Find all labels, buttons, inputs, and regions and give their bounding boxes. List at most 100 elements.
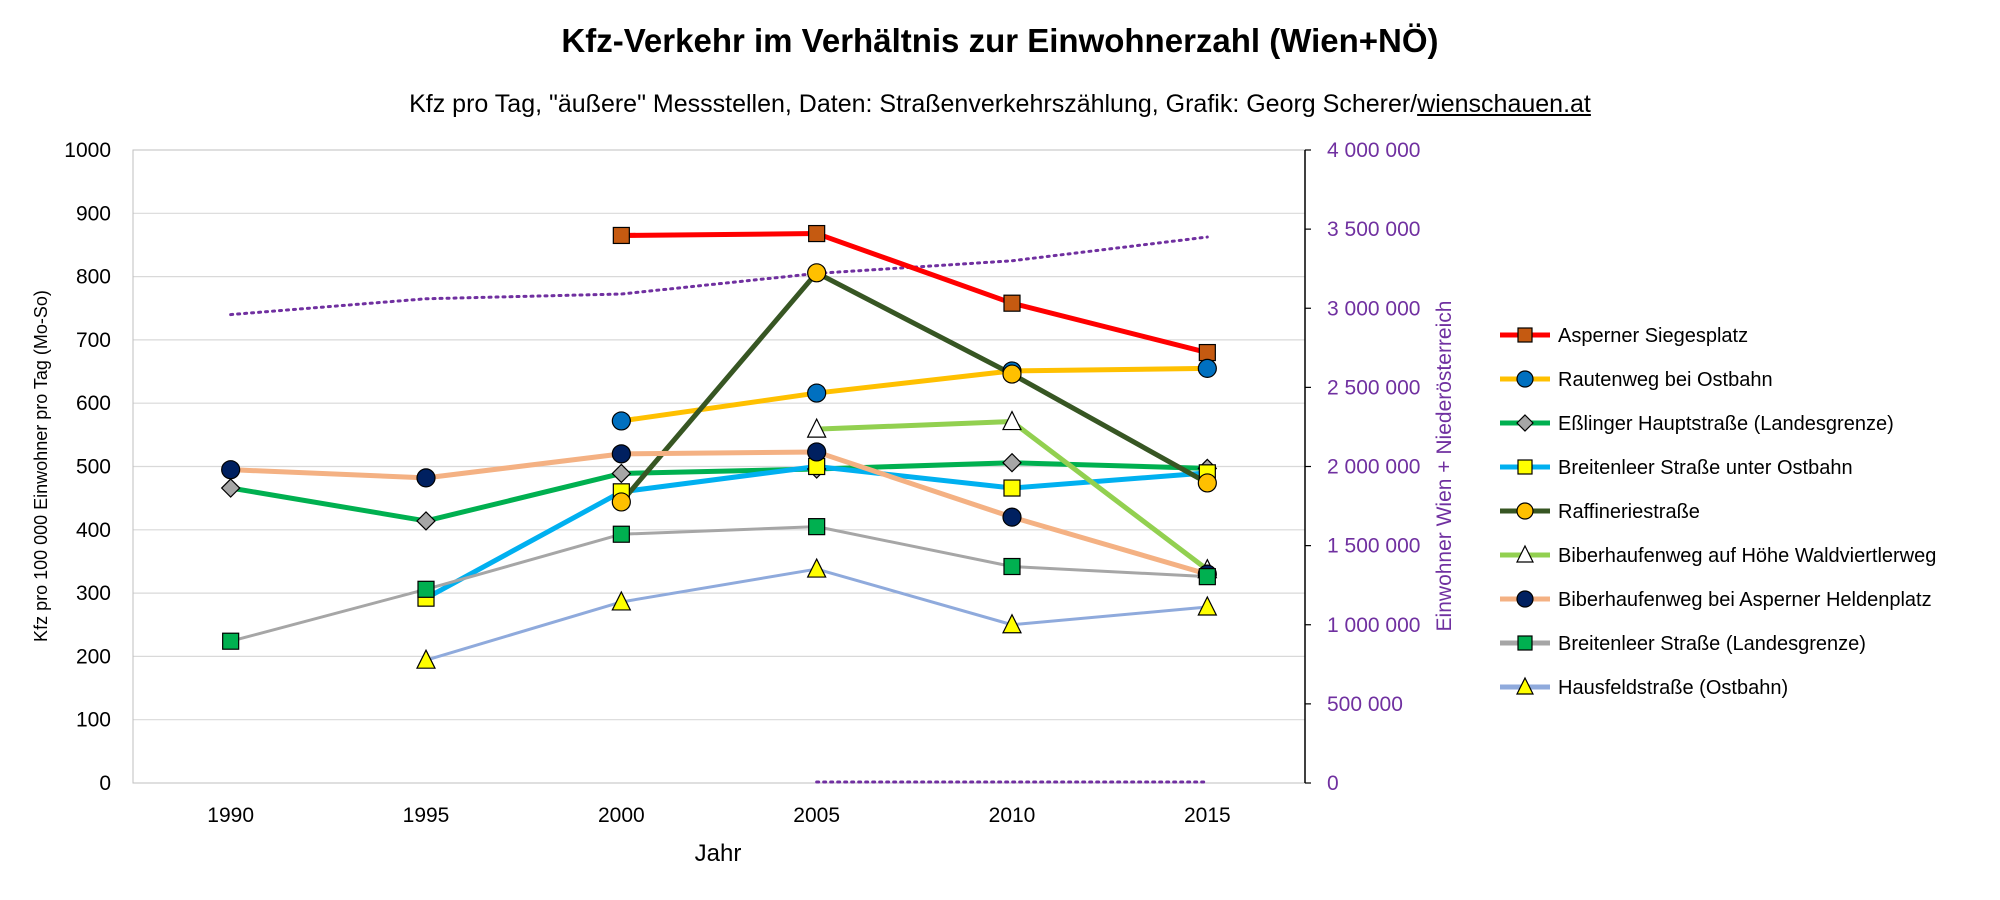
x-tick-label: 1995 xyxy=(403,804,450,827)
y-tick-label: 500 xyxy=(76,456,111,479)
y-tick-label: 400 xyxy=(76,519,111,542)
legend-label: Breitenleer Straße unter Ostbahn xyxy=(1558,457,1853,479)
data-point xyxy=(808,518,826,536)
legend-marker xyxy=(1517,635,1533,651)
legend-item: Biberhaufenweg bei Asperner Heldenplatz xyxy=(1500,589,1932,611)
y2-tick-label: 0 xyxy=(1327,772,1339,795)
series-line xyxy=(230,449,1209,577)
data-point xyxy=(808,224,826,243)
legend-item: Asperner Siegesplatz xyxy=(1500,325,1748,347)
y-tick-label: 600 xyxy=(76,392,111,415)
y-tick-label: 800 xyxy=(76,266,111,289)
x-tick-label: 1990 xyxy=(207,804,254,827)
y2-tick-label: 3 000 000 xyxy=(1327,297,1420,320)
legend-marker xyxy=(1516,544,1534,563)
legend-marker xyxy=(1517,327,1533,343)
series-line xyxy=(425,567,1208,662)
data-point xyxy=(1198,568,1216,586)
y-tick-label: 100 xyxy=(76,709,111,732)
legend-label: Biberhaufenweg auf Höhe Waldviertlerweg xyxy=(1558,545,1936,567)
data-point xyxy=(416,468,436,488)
series-line xyxy=(619,270,1209,504)
series-line xyxy=(621,231,1208,355)
series-line-population xyxy=(229,235,1209,317)
y2-tick-label: 500 000 xyxy=(1327,693,1403,716)
data-point xyxy=(1197,473,1217,493)
series-line xyxy=(620,365,1208,424)
legend-marker xyxy=(1516,370,1534,388)
chart-subtitle: Kfz pro Tag, "äußere" Messstellen, Daten… xyxy=(0,90,2000,119)
legend-marker xyxy=(1516,676,1534,695)
data-point xyxy=(611,463,632,484)
series-line xyxy=(230,525,1208,643)
x-axis-title: Jahr xyxy=(695,840,742,867)
legend: Asperner Siegesplatz Rautenweg bei Ostbah… xyxy=(1500,325,1936,699)
subtitle-text: Kfz pro Tag, "äußere" Messstellen, Daten… xyxy=(409,90,1418,118)
y-tick-label: 900 xyxy=(76,202,111,225)
legend-item: Rautenweg bei Ostbahn xyxy=(1500,369,1773,391)
y-tick-label: 1000 xyxy=(64,139,111,162)
legend-item: Eßlinger Hauptstraße (Landesgrenze) xyxy=(1500,413,1894,435)
legend-item: Breitenleer Straße (Landesgrenze) xyxy=(1500,633,1866,655)
y2-tick-label: 1 000 000 xyxy=(1327,614,1420,637)
y2-tick-label: 2 500 000 xyxy=(1327,376,1420,399)
data-point xyxy=(416,511,436,531)
legend-marker xyxy=(1516,414,1534,432)
data-point xyxy=(1002,410,1022,431)
data-point xyxy=(806,557,827,578)
series-line xyxy=(230,460,1208,524)
x-tick-label: 2005 xyxy=(793,804,840,827)
tick-labels: 0 100 200 300 400 500 600 700 800 900 1000 0 500 000… xyxy=(64,139,1420,827)
legend-label: Rautenweg bei Ostbahn xyxy=(1558,369,1773,391)
y-axis-title: Kfz pro 100 000 Einwohner pro Tag (Mo-So… xyxy=(31,290,51,642)
subtitle-link[interactable]: wienschauen.at xyxy=(1417,90,1591,118)
data-point xyxy=(807,442,827,462)
data-point xyxy=(611,492,631,512)
data-point xyxy=(807,263,827,283)
legend-item: Biberhaufenweg auf Höhe Waldviertlerweg xyxy=(1500,544,1936,567)
data-point xyxy=(1197,358,1217,378)
legend-label: Raffineriestraße xyxy=(1558,501,1700,523)
y2-tick-label: 1 500 000 xyxy=(1327,535,1420,558)
series-markers xyxy=(220,224,1218,669)
data-point xyxy=(1002,364,1022,384)
x-tick-label: 2010 xyxy=(989,804,1036,827)
data-point xyxy=(416,648,436,669)
legend-label: Biberhaufenweg bei Asperner Heldenplatz xyxy=(1558,589,1932,611)
series-lines xyxy=(229,231,1209,784)
data-point xyxy=(1198,343,1216,362)
data-point xyxy=(1197,595,1218,616)
y2-axis-title: Einwohner Wien + Niederösterreich xyxy=(1433,301,1456,632)
data-point xyxy=(612,226,630,245)
data-point xyxy=(220,478,241,498)
data-point xyxy=(611,411,631,431)
legend-item: Breitenleer Straße unter Ostbahn xyxy=(1500,457,1853,479)
data-point xyxy=(611,590,632,611)
data-point xyxy=(806,417,827,438)
data-point xyxy=(1003,557,1021,576)
legend-item: Raffineriestraße xyxy=(1500,501,1700,523)
x-tick-label: 2015 xyxy=(1184,804,1231,827)
data-point xyxy=(807,383,827,403)
y2-tick-label: 3 500 000 xyxy=(1327,218,1420,241)
x-tick-label: 2000 xyxy=(598,804,645,827)
data-point xyxy=(1002,613,1022,634)
legend-item: Hausfeldstraße (Ostbahn) xyxy=(1500,676,1788,699)
y-tick-label: 300 xyxy=(76,582,111,605)
legend-label: Asperner Siegesplatz xyxy=(1558,325,1748,347)
chart-title: Kfz-Verkehr im Verhältnis zur Einwohnerz… xyxy=(561,22,1439,59)
data-point xyxy=(417,580,435,598)
data-point xyxy=(1003,479,1021,497)
data-point xyxy=(1002,507,1022,527)
legend-marker xyxy=(1516,502,1534,520)
y2-tick-label: 4 000 000 xyxy=(1327,139,1420,162)
legend-marker xyxy=(1517,459,1533,475)
data-point xyxy=(1003,294,1021,312)
y2-tick-label: 2 000 000 xyxy=(1327,456,1420,479)
legend-label: Hausfeldstraße (Ostbahn) xyxy=(1558,677,1788,699)
data-point xyxy=(222,632,240,650)
legend-marker xyxy=(1516,590,1534,608)
y-tick-label: 700 xyxy=(76,329,111,352)
data-point xyxy=(612,525,630,543)
